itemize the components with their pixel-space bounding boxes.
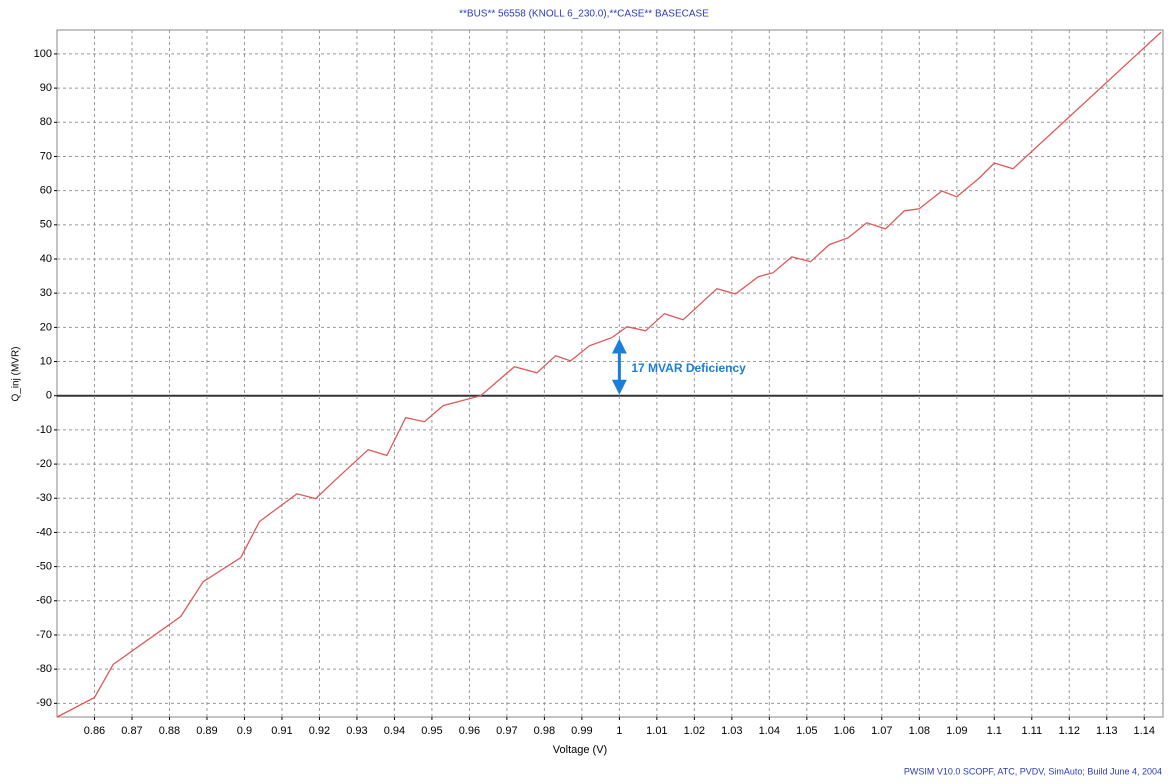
x-tick-label: 1.12 bbox=[1059, 725, 1080, 737]
y-tick-label: 20 bbox=[40, 321, 52, 333]
y-tick-label: -60 bbox=[36, 595, 52, 607]
x-tick-label: 1.03 bbox=[721, 725, 742, 737]
y-tick-label: 80 bbox=[40, 116, 52, 128]
x-tick-label: 0.91 bbox=[271, 725, 292, 737]
x-tick-label: 0.92 bbox=[309, 725, 330, 737]
x-tick-label: 1.08 bbox=[909, 725, 930, 737]
x-tick-label: 1.13 bbox=[1096, 725, 1117, 737]
y-tick-label: -80 bbox=[36, 663, 52, 675]
chart-title: **BUS** 56558 (KNOLL 6_230.0),**CASE** B… bbox=[459, 9, 709, 20]
x-tick-label: 0.95 bbox=[421, 725, 442, 737]
x-tick-label: 0.96 bbox=[459, 725, 480, 737]
x-tick-label: 1.14 bbox=[1134, 725, 1155, 737]
x-tick-label: 0.88 bbox=[159, 725, 180, 737]
x-tick-label: 1.04 bbox=[759, 725, 780, 737]
y-tick-label: 50 bbox=[40, 219, 52, 231]
annotation-text: 17 MVAR Deficiency bbox=[631, 361, 746, 375]
data-line bbox=[56, 31, 1162, 718]
x-tick-label: 1.11 bbox=[1021, 725, 1042, 737]
plot-area bbox=[56, 29, 1164, 718]
x-tick-label: 1.05 bbox=[796, 725, 817, 737]
x-tick-label: 0.93 bbox=[346, 725, 367, 737]
x-tick-label: 0.86 bbox=[84, 725, 105, 737]
x-tick-label: 0.89 bbox=[196, 725, 217, 737]
y-tick-label: 0 bbox=[46, 390, 52, 402]
y-tick-label: 40 bbox=[40, 253, 52, 265]
y-tick-label: 30 bbox=[40, 287, 52, 299]
x-tick-label: 1.1 bbox=[987, 725, 1002, 737]
y-tick-label: 70 bbox=[40, 150, 52, 162]
y-tick-label: -90 bbox=[36, 697, 52, 709]
x-tick-label: 1.07 bbox=[871, 725, 892, 737]
x-tick-label: 0.99 bbox=[571, 725, 592, 737]
y-tick-label: 10 bbox=[40, 355, 52, 367]
y-tick-label: -30 bbox=[36, 492, 52, 504]
y-tick-label: -20 bbox=[36, 458, 52, 470]
y-tick-label: -40 bbox=[36, 526, 52, 538]
x-tick-label: 1 bbox=[616, 725, 622, 737]
x-tick-label: 1.09 bbox=[946, 725, 967, 737]
x-tick-label: 0.87 bbox=[121, 725, 142, 737]
x-axis-label: Voltage (V) bbox=[553, 744, 607, 756]
y-tick-label: 90 bbox=[40, 82, 52, 94]
footer: PWSIM V10.0 SCOPF, ATC, PVDV, SimAuto; B… bbox=[904, 766, 1162, 776]
y-tick-label: -50 bbox=[36, 561, 52, 573]
x-tick-label: 1.02 bbox=[684, 725, 705, 737]
y-tick-label: -10 bbox=[36, 424, 52, 436]
x-tick-label: 0.94 bbox=[384, 725, 405, 737]
y-axis-label: Q_inj (MVR) bbox=[11, 346, 22, 401]
y-tick-label: 60 bbox=[40, 185, 52, 197]
x-tick-label: 1.01 bbox=[646, 725, 667, 737]
x-tick-label: 0.9 bbox=[237, 725, 252, 737]
x-tick-label: 0.98 bbox=[534, 725, 555, 737]
y-tick-label: 100 bbox=[34, 48, 52, 60]
x-tick-label: 1.06 bbox=[834, 725, 855, 737]
x-tick-label: 0.97 bbox=[496, 725, 517, 737]
y-tick-label: -70 bbox=[36, 629, 52, 641]
